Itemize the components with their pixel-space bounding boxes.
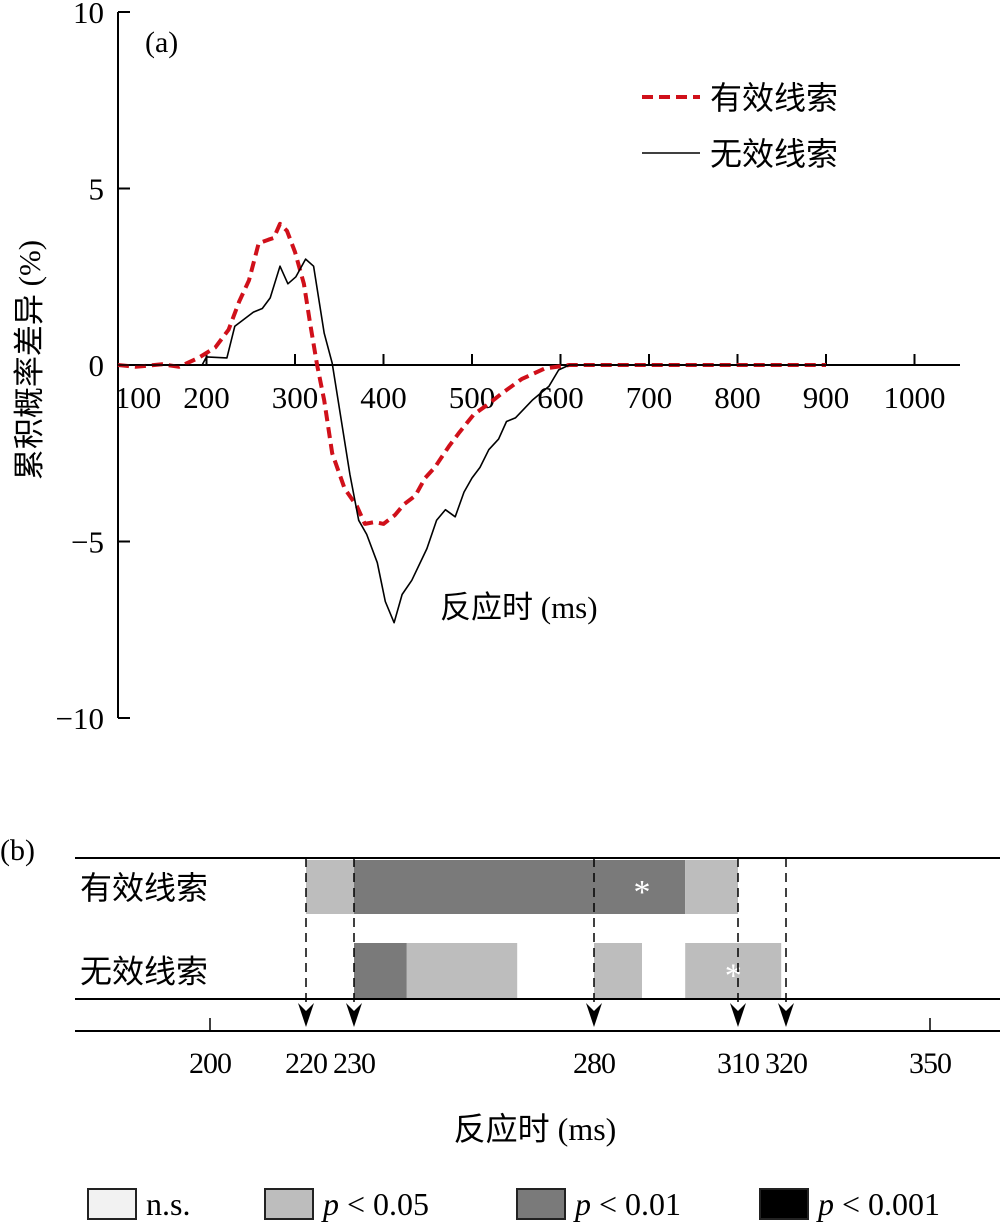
legend-threshold: n.s. (146, 1186, 190, 1222)
x-tick-label-b: 220 (285, 1047, 327, 1080)
panel-a-label: (a) (145, 26, 178, 59)
significance-bar (406, 943, 518, 998)
x-tick-label-a: 800 (714, 380, 761, 415)
arrow-down-icon (298, 1003, 314, 1027)
x-tick-label-a: 200 (183, 380, 230, 415)
legend-p-symbol: p (321, 1186, 339, 1222)
x-tick-label-b: 350 (909, 1047, 951, 1080)
legend-label: 无效线索 (710, 136, 838, 172)
x-tick-label-a: 500 (449, 380, 496, 415)
legend-label: 有效线索 (710, 80, 838, 116)
y-tick-label-a: −10 (56, 701, 104, 736)
x-tick-label-a: 100 (115, 380, 162, 415)
y-tick-label-a: −5 (71, 525, 104, 560)
legend-threshold: < 0.001 (834, 1186, 940, 1222)
y-tick-label-a: 5 (89, 172, 105, 207)
significance-bar (306, 860, 354, 914)
legend-p-symbol: p (816, 1186, 834, 1222)
x-tick-label-a: 1000 (884, 380, 946, 415)
legend-threshold: < 0.05 (339, 1186, 429, 1222)
significance-bar (685, 943, 782, 998)
arrow-down-icon (586, 1003, 602, 1027)
arrow-down-icon (730, 1003, 746, 1027)
y-tick-label-a: 0 (89, 348, 105, 383)
panel-b: (b) 反应时 (ms) 有效线索 * 无效线索 * 200 220 230 280 310 32… (0, 834, 1000, 1222)
x-tick-label-a: 600 (537, 380, 584, 415)
asterisk-mark: * (634, 874, 651, 911)
legend-swatch-b (87, 1188, 137, 1220)
series-line-valid-cue (117, 221, 826, 526)
legend-swatch-b (759, 1188, 809, 1220)
arrow-down-icon (346, 1003, 362, 1027)
y-axis-label-a: 累积概率差异 (%) (12, 240, 47, 480)
row-label: 无效线索 (80, 954, 208, 990)
asterisk-mark: * (725, 958, 742, 995)
x-tick-label-b: 310 (717, 1047, 759, 1080)
x-tick-label-b: 280 (573, 1047, 615, 1080)
legend-label-b: p < 0.001 (816, 1186, 940, 1222)
legend-swatch-b (264, 1188, 314, 1220)
legend-label-b: p < 0.01 (573, 1186, 681, 1222)
significance-bar (594, 943, 642, 998)
significance-bar (354, 943, 407, 998)
x-tick-label-b: 320 (765, 1047, 807, 1080)
legend-swatch-b (516, 1188, 566, 1220)
panel-b-label: (b) (0, 834, 35, 867)
x-axis-label-b: 反应时 (ms) (454, 1111, 617, 1147)
row-label: 有效线索 (80, 870, 208, 906)
x-tick-label-a: 900 (803, 380, 850, 415)
legend-threshold: < 0.01 (591, 1186, 681, 1222)
significance-bar (354, 860, 686, 914)
legend-label-b: n.s. (146, 1186, 190, 1222)
x-tick-label-a: 400 (360, 380, 407, 415)
x-tick-label-a: 300 (272, 380, 319, 415)
y-tick-label-a: 10 (73, 0, 104, 30)
significance-bar (685, 860, 738, 914)
x-axis-label-a: 反应时 (ms) (440, 590, 598, 625)
legend-p-symbol: p (573, 1186, 591, 1222)
legend-label-b: p < 0.05 (321, 1186, 429, 1222)
x-tick-label-b: 200 (189, 1047, 231, 1080)
arrow-down-icon (778, 1003, 794, 1027)
x-tick-label-b: 230 (333, 1047, 375, 1080)
x-tick-label-a: 700 (626, 380, 673, 415)
series-line-invalid-cue (118, 258, 826, 624)
